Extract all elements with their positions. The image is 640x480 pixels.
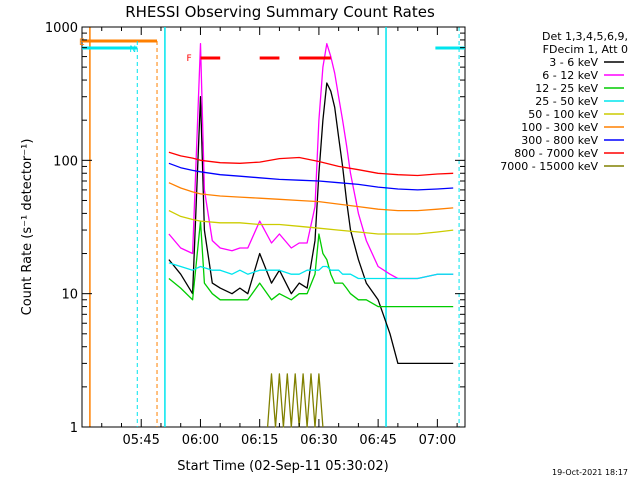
series-line-6 xyxy=(168,162,454,191)
chart-title: RHESSI Observing Summary Count Rates xyxy=(125,3,435,21)
observing-overlay: EN xyxy=(79,27,465,427)
legend: Det 1,3,4,5,6,9,FDecim 1, Att 03 - 6 keV… xyxy=(500,30,628,173)
series-layer xyxy=(168,43,454,428)
x-tick-label: 05:45 xyxy=(122,433,159,448)
legend-label: 300 - 800 keV xyxy=(521,134,598,147)
series-line-0 xyxy=(168,82,454,365)
series-line-4 xyxy=(168,210,454,235)
series-line-5 xyxy=(168,182,454,212)
legend-label: 6 - 12 keV xyxy=(542,69,598,82)
legend-label: 12 - 25 keV xyxy=(535,82,598,95)
y-tick-label: 100 xyxy=(53,154,78,169)
legend-label: 800 - 7000 keV xyxy=(514,147,598,160)
flag-layer: F xyxy=(186,54,331,64)
y-tick-label: 1 xyxy=(70,421,78,436)
x-tick-label: 06:00 xyxy=(182,433,219,448)
plot-area: EN F xyxy=(79,26,466,428)
series-line-2 xyxy=(168,220,454,308)
series-line-8 xyxy=(266,373,324,428)
series-line-1 xyxy=(168,43,454,280)
y-axis: 1 10 100 1000 xyxy=(45,21,465,436)
legend-header-line: Det 1,3,4,5,6,9, xyxy=(542,30,628,43)
flag-label: F xyxy=(186,54,191,64)
x-axis: 05:45 06:00 06:15 06:30 06:45 07:00 xyxy=(101,27,458,448)
x-tick-label: 06:45 xyxy=(359,433,396,448)
legend-label: 7000 - 15000 keV xyxy=(500,160,598,173)
legend-label: 100 - 300 keV xyxy=(521,121,598,134)
x-tick-label: 06:30 xyxy=(300,433,337,448)
y-axis-label: Count Rate (s⁻¹ detector⁻¹) xyxy=(20,139,35,316)
legend-label: 3 - 6 keV xyxy=(549,56,598,69)
legend-header-line: FDecim 1, Att 0 xyxy=(543,43,628,56)
x-tick-label: 07:00 xyxy=(419,433,456,448)
night-marker: N xyxy=(129,45,136,55)
legend-label: 25 - 50 keV xyxy=(535,95,598,108)
y-tick-label: 10 xyxy=(61,288,78,303)
attenuator-marker: E xyxy=(79,38,85,48)
series-line-7 xyxy=(168,151,454,177)
x-axis-label: Start Time (02-Sep-11 05:30:02) xyxy=(177,459,388,474)
legend-label: 50 - 100 keV xyxy=(528,108,598,121)
y-tick-label: 1000 xyxy=(45,21,78,36)
x-tick-label: 06:15 xyxy=(241,433,278,448)
plot-frame xyxy=(81,26,466,428)
timestamp: 19-Oct-2021 18:17 xyxy=(552,468,628,477)
series-line-3 xyxy=(168,262,454,280)
